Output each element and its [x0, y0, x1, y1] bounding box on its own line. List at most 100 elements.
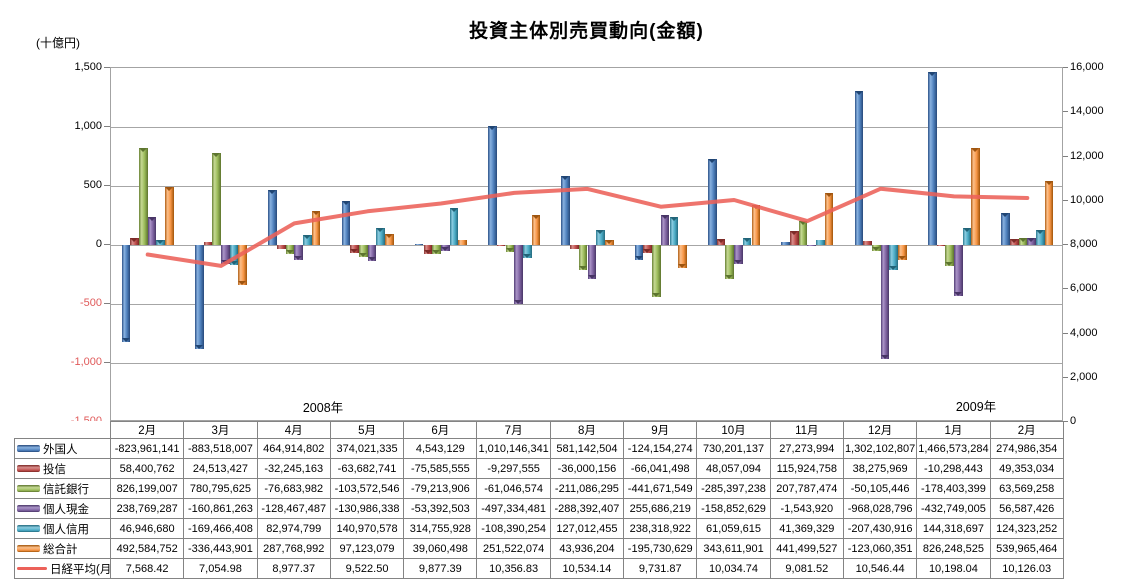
table-cell: -432,749,005 — [916, 498, 991, 519]
table-cell: 7,054.98 — [183, 558, 258, 579]
bar-投信-4月 — [276, 245, 286, 249]
bar-外国人-5月 — [341, 200, 351, 245]
bar-cap — [139, 147, 147, 152]
bar-cap — [634, 255, 643, 260]
table-cell: -336,443,901 — [183, 538, 258, 559]
y-axis-tick — [104, 67, 110, 68]
y-axis-tick-label: -500 — [79, 297, 102, 309]
bar-cap — [660, 214, 669, 219]
bar-個人現金-2月 — [147, 216, 157, 245]
table-cell: 730,201,137 — [696, 438, 771, 459]
table-cell: -9,297,555 — [476, 458, 551, 479]
bar-総合計-2月 — [165, 186, 174, 245]
bar-個人信用-1月 — [962, 228, 972, 245]
bar-個人現金-11月 — [807, 245, 817, 246]
bar-個人現金-10月 — [734, 245, 743, 264]
table-cell: 287,768,992 — [256, 538, 331, 559]
bar-cap — [604, 239, 613, 244]
bar-cap — [514, 299, 523, 304]
series-label: 総合計 — [43, 543, 78, 556]
series-legend-cell: 信託銀行 — [14, 478, 111, 499]
table-cell: 492,584,752 — [109, 538, 185, 559]
table-cell: -63,682,741 — [329, 458, 405, 479]
series-label: 投信 — [43, 463, 66, 476]
right-axis-tick-label: 10,000 — [1070, 193, 1104, 206]
table-cell: 10,034.74 — [696, 558, 771, 579]
table-cell: -130,986,338 — [329, 498, 405, 519]
right-axis-tick-label: 8,000 — [1070, 238, 1098, 250]
y-axis-tick-label: 500 — [83, 179, 102, 191]
bar-個人信用-7月 — [522, 245, 532, 258]
y-axis-tick — [104, 126, 110, 127]
month-header-cell: 2月 — [989, 421, 1064, 439]
bar-swatch-icon — [17, 525, 40, 532]
right-axis-tick — [1063, 155, 1068, 157]
bar-cap — [341, 200, 350, 205]
bar-cap — [798, 220, 807, 225]
bar-cap — [238, 280, 247, 285]
bar-信託銀行-12月 — [872, 245, 881, 251]
table-cell: 82,974,799 — [256, 518, 331, 539]
bar-外国人-11月 — [781, 241, 790, 245]
bar-個人信用-3月 — [229, 245, 239, 265]
right-axis-tick-label: 12,000 — [1070, 149, 1104, 162]
gridline — [111, 304, 1062, 305]
bar-個人信用-2月 — [156, 239, 166, 245]
table-cell: 1,010,146,341 — [476, 438, 551, 459]
table-cell: -128,467,487 — [256, 498, 331, 519]
bar-個人信用-5月 — [376, 228, 385, 245]
bar-cap — [716, 239, 725, 244]
series-label: 個人信用 — [43, 523, 89, 536]
bar-投信-5月 — [350, 245, 359, 253]
table-cell: 61,059,615 — [696, 518, 771, 539]
table-cell: -10,298,443 — [916, 458, 991, 479]
month-header-cell: 8月 — [549, 421, 625, 439]
year-label: 2008年 — [302, 401, 344, 415]
bar-cap — [854, 91, 863, 96]
table-cell: -288,392,407 — [549, 498, 625, 519]
table-cell: 441,499,527 — [769, 538, 844, 559]
bar-総合計-3月 — [238, 245, 248, 285]
bar-信託銀行-4月 — [285, 245, 295, 254]
bar-cap — [790, 231, 798, 236]
table-cell: -441,671,549 — [623, 478, 698, 499]
table-cell: -75,585,555 — [403, 458, 478, 479]
bar-cap — [505, 248, 514, 253]
month-header-cell: 9月 — [623, 421, 698, 439]
bar-信託銀行-1月 — [945, 245, 954, 267]
bar-信託銀行-2月 — [1018, 237, 1028, 245]
bar-信託銀行-9月 — [652, 245, 661, 298]
bar-cap — [669, 216, 678, 221]
table-cell: 27,273,994 — [769, 438, 844, 459]
right-axis-tick — [1063, 111, 1068, 113]
series-legend: 個人現金 — [16, 501, 110, 517]
bar-cap — [311, 211, 320, 215]
table-cell: 314,755,928 — [403, 518, 478, 539]
table-cell: 97,123,079 — [329, 538, 405, 559]
table-cell: -50,105,446 — [842, 478, 918, 499]
table-cell: -66,041,498 — [623, 458, 698, 479]
bar-個人信用-9月 — [669, 216, 679, 245]
bar-個人現金-2月 — [1027, 238, 1036, 245]
bar-個人信用-6月 — [449, 207, 459, 245]
table-cell: 9,081.52 — [769, 558, 844, 579]
table-cell: 826,248,525 — [916, 538, 991, 559]
bar-cap — [449, 207, 458, 212]
table-row: 外国人 -823,961,141 -883,518,007 464,914,802 37… — [14, 438, 1064, 459]
bar-総合計-4月 — [311, 211, 321, 245]
bar-外国人-2月 — [1001, 212, 1010, 245]
month-header-cell: 12月 — [842, 421, 918, 439]
bar-cap — [971, 147, 980, 152]
bar-cap — [268, 190, 277, 195]
table-cell: 1,302,102,807 — [842, 438, 918, 459]
table-cell: -61,046,574 — [476, 478, 551, 499]
table-cell: 10,198.04 — [916, 558, 991, 579]
table-cell: 46,946,680 — [109, 518, 185, 539]
bar-cap — [221, 260, 229, 264]
bar-swatch-icon — [17, 505, 40, 512]
month-header-cell: 10月 — [696, 421, 771, 439]
bar-cap — [294, 256, 303, 261]
chart-title: 投資主体別売買動向(金額) — [469, 21, 704, 42]
table-cell: 115,924,758 — [769, 458, 844, 479]
right-axis-tick-label: 2,000 — [1070, 370, 1098, 383]
